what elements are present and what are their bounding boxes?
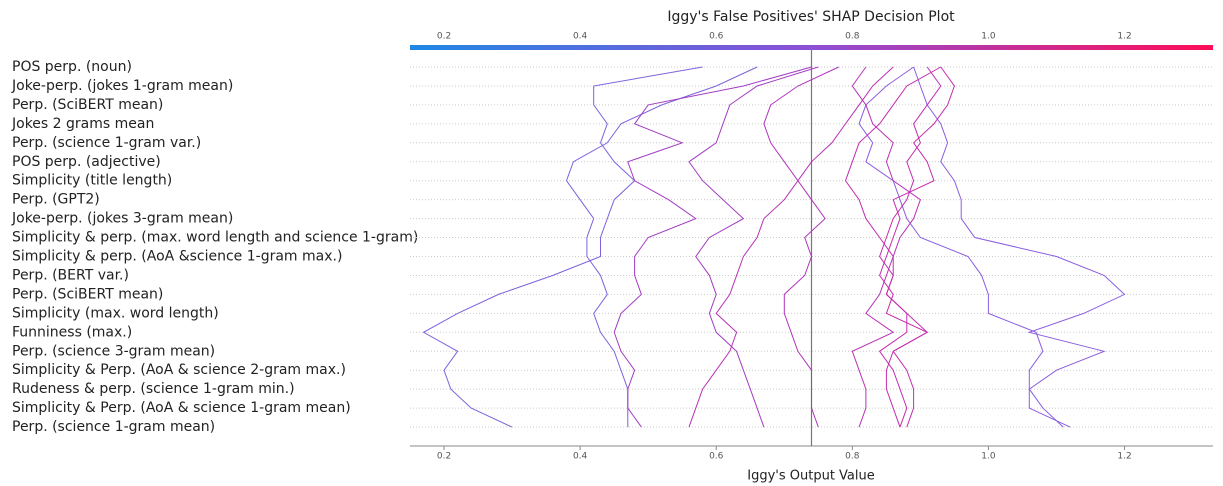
x-tick-label: 0.4 bbox=[573, 452, 588, 462]
top-tick-label: 0.4 bbox=[573, 32, 588, 42]
decision-line bbox=[688, 66, 819, 428]
top-tick-label: 1.2 bbox=[1117, 32, 1131, 42]
feature-label: Rudeness & perp. (science 1-gram min.) bbox=[12, 381, 295, 397]
feature-label: Perp. (science 1-gram var.) bbox=[12, 135, 201, 151]
feature-label: Simplicity & perp. (max. word length and… bbox=[12, 230, 418, 246]
feature-label: Simplicity (max. word length) bbox=[12, 305, 219, 321]
decision-line bbox=[613, 66, 812, 428]
x-tick-label: 0.8 bbox=[845, 452, 860, 462]
feature-label: Perp. (BERT var.) bbox=[12, 267, 129, 283]
x-tick-label: 1.0 bbox=[981, 452, 996, 462]
feature-label: Perp. (science 1-gram mean) bbox=[12, 419, 215, 435]
feature-label: Joke-perp. (jokes 1-gram mean) bbox=[11, 78, 233, 94]
decision-line bbox=[913, 66, 1126, 428]
x-axis-label: Iggy's Output Value bbox=[747, 469, 875, 484]
decision-line bbox=[688, 66, 894, 428]
decision-line bbox=[879, 66, 955, 428]
x-tick-label: 0.2 bbox=[437, 452, 451, 462]
feature-label: Joke-perp. (jokes 3-gram mean) bbox=[11, 211, 233, 227]
decision-line bbox=[844, 66, 942, 428]
feature-label: Funniness (max.) bbox=[12, 324, 132, 340]
feature-label: POS perp. (adjective) bbox=[12, 154, 161, 170]
feature-label: Simplicity & Perp. (AoA & science 2-gram… bbox=[12, 362, 346, 378]
feature-label: Simplicity & Perp. (AoA & science 1-gram… bbox=[12, 400, 351, 416]
x-tick-label: 1.2 bbox=[1117, 452, 1131, 462]
feature-label: Perp. (SciBERT mean) bbox=[12, 97, 163, 113]
decision-line bbox=[422, 66, 703, 428]
feature-label: POS perp. (noun) bbox=[12, 59, 132, 75]
top-tick-label: 0.6 bbox=[709, 32, 724, 42]
decision-line bbox=[878, 66, 942, 428]
decision-line bbox=[763, 66, 839, 428]
chart-title: Iggy's False Positives' SHAP Decision Pl… bbox=[667, 9, 955, 25]
decision-line bbox=[565, 66, 758, 428]
top-tick-label: 0.8 bbox=[845, 32, 860, 42]
top-tick-label: 0.2 bbox=[437, 32, 451, 42]
feature-label: Perp. (SciBERT mean) bbox=[12, 286, 163, 302]
feature-label: Simplicity (title length) bbox=[12, 173, 172, 189]
feature-label: Perp. (science 3-gram mean) bbox=[12, 343, 215, 359]
feature-label: Jokes 2 grams mean bbox=[11, 116, 154, 132]
feature-label: Simplicity & perp. (AoA &science 1-gram … bbox=[12, 249, 342, 265]
top-tick-label: 1.0 bbox=[981, 32, 996, 42]
decision-line bbox=[858, 66, 1064, 428]
x-tick-label: 0.6 bbox=[709, 452, 724, 462]
feature-label: Perp. (GPT2) bbox=[12, 192, 100, 208]
